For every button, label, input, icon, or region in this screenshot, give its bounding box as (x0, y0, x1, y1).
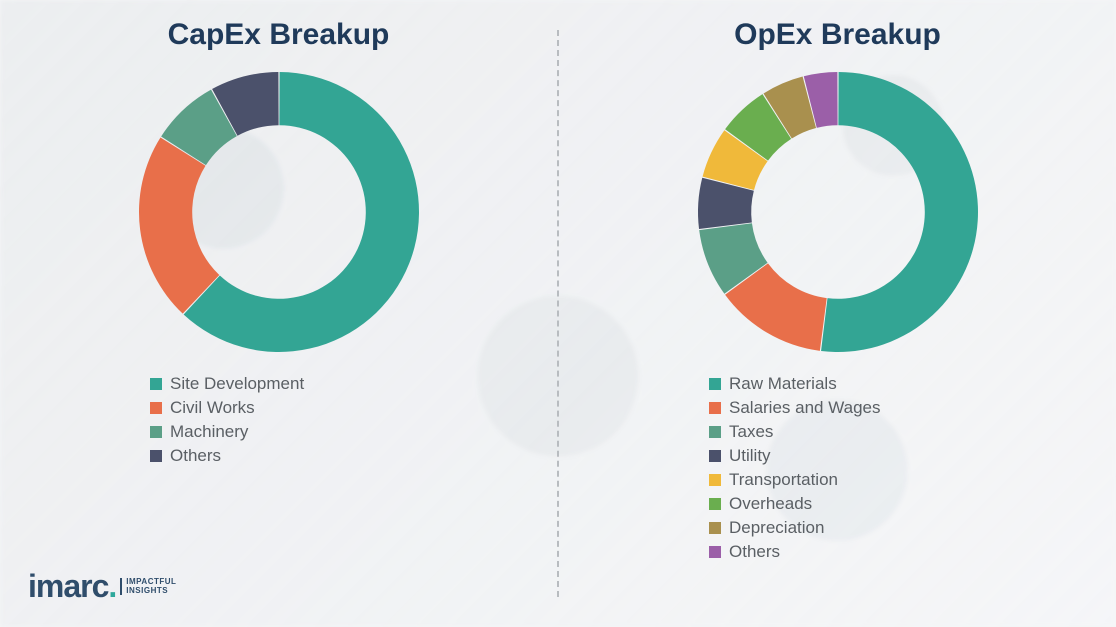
opex-legend-label-5: Overheads (729, 494, 812, 514)
opex-legend-item-5: Overheads (709, 494, 881, 514)
brand-tagline-line2: INSIGHTS (126, 586, 168, 595)
capex-legend-label-0: Site Development (170, 374, 304, 394)
opex-slice-0 (821, 72, 978, 352)
opex-legend-swatch-2 (709, 426, 721, 438)
capex-title: CapEx Breakup (168, 18, 390, 52)
capex-legend-item-2: Machinery (150, 422, 304, 442)
capex-legend-label-2: Machinery (170, 422, 248, 442)
capex-legend-swatch-3 (150, 450, 162, 462)
opex-legend-item-4: Transportation (709, 470, 881, 490)
brand-logo-dot: . (108, 568, 116, 604)
capex-panel: CapEx Breakup Site Development Civil Work… (0, 0, 557, 627)
capex-donut-svg (129, 62, 429, 362)
opex-legend-swatch-6 (709, 522, 721, 534)
capex-legend-label-1: Civil Works (170, 398, 255, 418)
capex-legend-swatch-0 (150, 378, 162, 390)
content-row: CapEx Breakup Site Development Civil Work… (0, 0, 1116, 627)
opex-panel: OpEx Breakup Raw Materials Salaries and W… (559, 0, 1116, 627)
opex-legend-item-0: Raw Materials (709, 374, 881, 394)
opex-donut-chart (688, 62, 988, 362)
brand-tagline-line1: IMPACTFUL (126, 577, 176, 586)
brand-name-marc: marc (36, 568, 109, 604)
opex-legend-item-2: Taxes (709, 422, 881, 442)
brand-tagline: IMPACTFUL INSIGHTS (120, 578, 176, 596)
capex-legend-label-3: Others (170, 446, 221, 466)
opex-legend-label-0: Raw Materials (729, 374, 837, 394)
opex-legend-item-3: Utility (709, 446, 881, 466)
capex-legend-item-3: Others (150, 446, 304, 466)
capex-legend-item-1: Civil Works (150, 398, 304, 418)
opex-legend: Raw Materials Salaries and Wages Taxes Util… (709, 370, 881, 566)
opex-legend-label-6: Depreciation (729, 518, 824, 538)
capex-legend-swatch-2 (150, 426, 162, 438)
capex-legend: Site Development Civil Works Machinery Othe… (150, 370, 304, 470)
opex-legend-label-4: Transportation (729, 470, 838, 490)
capex-legend-swatch-1 (150, 402, 162, 414)
opex-legend-swatch-5 (709, 498, 721, 510)
opex-legend-swatch-1 (709, 402, 721, 414)
opex-legend-item-6: Depreciation (709, 518, 881, 538)
opex-legend-swatch-0 (709, 378, 721, 390)
opex-legend-label-7: Others (729, 542, 780, 562)
opex-legend-item-1: Salaries and Wages (709, 398, 881, 418)
opex-title: OpEx Breakup (734, 18, 941, 52)
brand-logo-text: imarc. (28, 568, 116, 605)
opex-legend-swatch-4 (709, 474, 721, 486)
opex-legend-label-2: Taxes (729, 422, 773, 442)
opex-legend-label-3: Utility (729, 446, 771, 466)
opex-legend-swatch-7 (709, 546, 721, 558)
opex-legend-item-7: Others (709, 542, 881, 562)
capex-legend-item-0: Site Development (150, 374, 304, 394)
opex-donut-svg (688, 62, 988, 362)
brand-logo: imarc. IMPACTFUL INSIGHTS (28, 568, 176, 605)
capex-slice-1 (138, 138, 218, 314)
opex-legend-label-1: Salaries and Wages (729, 398, 881, 418)
capex-donut-chart (129, 62, 429, 362)
brand-name-i: i (28, 568, 36, 604)
opex-legend-swatch-3 (709, 450, 721, 462)
